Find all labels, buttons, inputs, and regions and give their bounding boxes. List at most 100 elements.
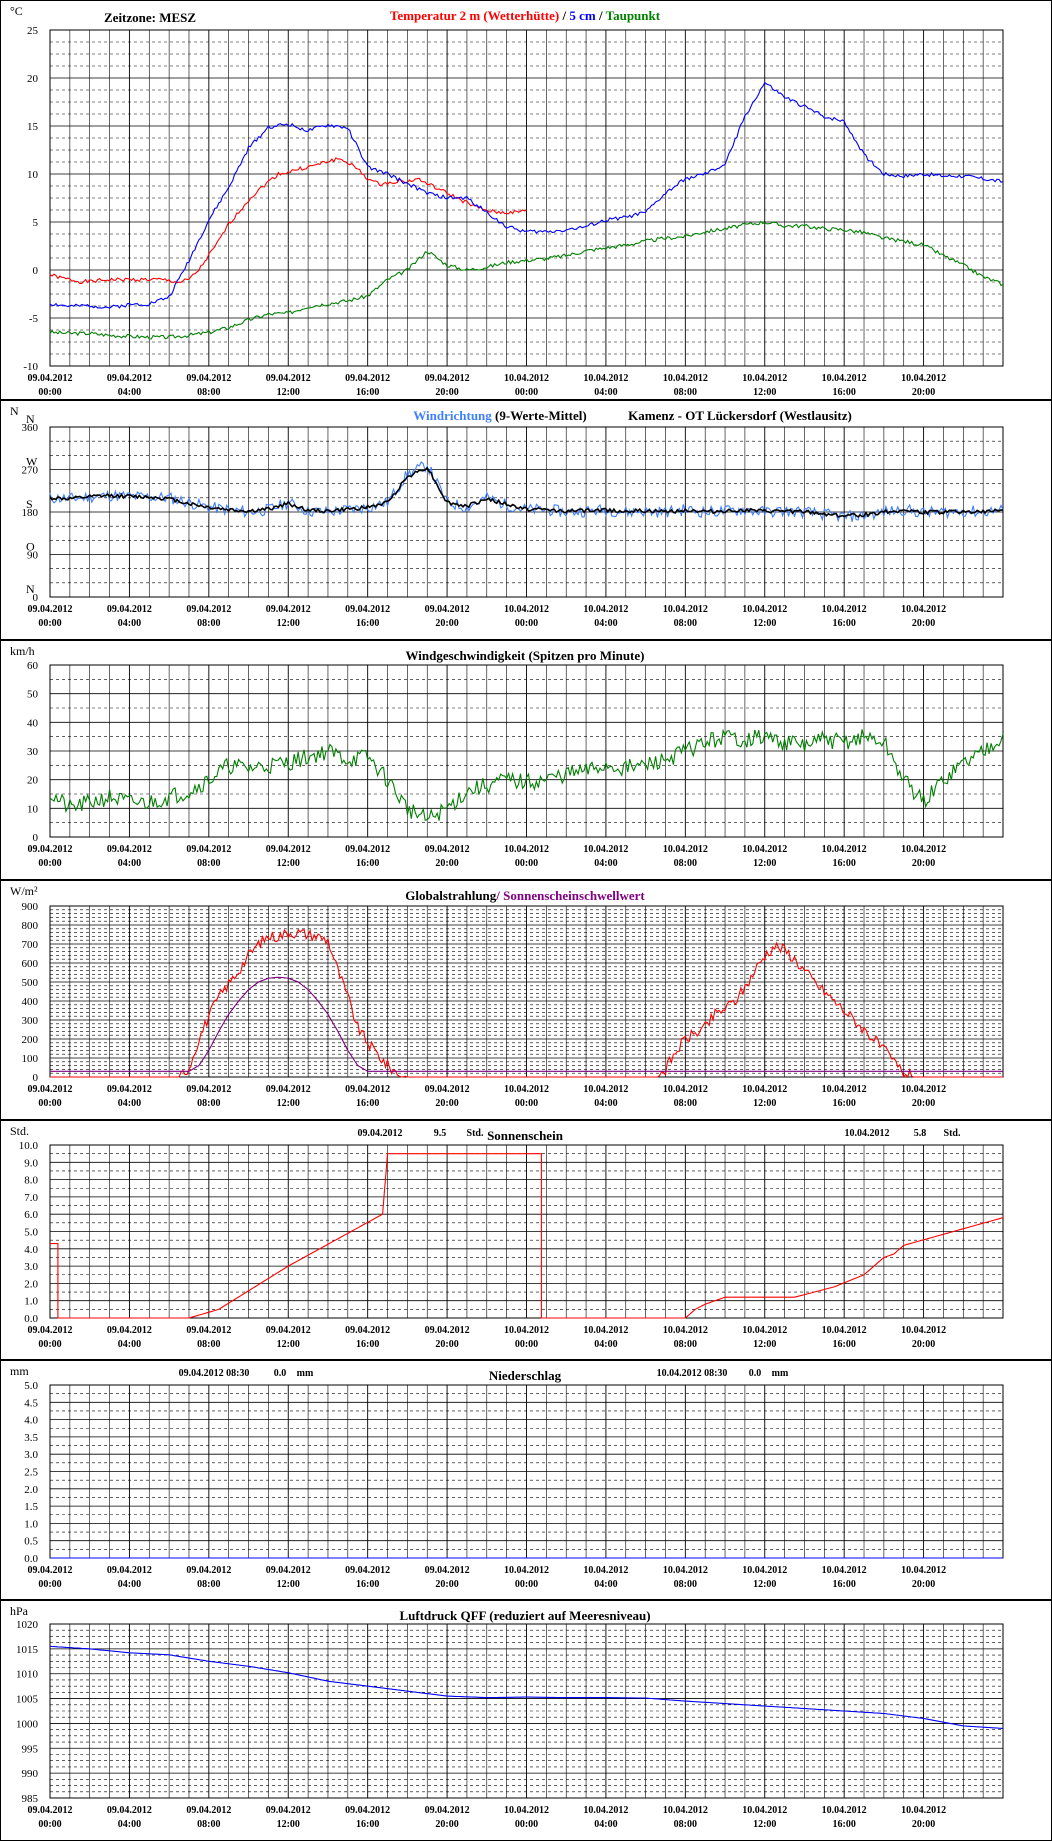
x-tick-time: 04:00 (594, 858, 617, 869)
x-tick-date: 10.04.2012 (901, 1325, 946, 1336)
panel-frame (0, 640, 1052, 880)
x-tick-time: 20:00 (435, 387, 458, 398)
y-tick-label: 0 (33, 265, 39, 277)
x-tick-time: 16:00 (356, 1098, 379, 1109)
y-tick-label: 20 (27, 775, 39, 787)
plot-frame (49, 1144, 1004, 1319)
x-tick-date: 10.04.2012 (822, 604, 867, 615)
x-tick-date: 10.04.2012 (742, 1325, 787, 1336)
day-summary-value: 0.0 (274, 1368, 287, 1379)
y-tick-label: 1010 (16, 1669, 39, 1681)
x-tick-date: 09.04.2012 (266, 1565, 311, 1576)
y-tick-label: 4.0 (24, 1415, 38, 1427)
x-tick-time: 00:00 (38, 1819, 61, 1830)
y-tick-label: 1005 (16, 1694, 39, 1706)
y-tick-label: 3.5 (24, 1432, 38, 1444)
x-tick-time: 00:00 (38, 858, 61, 869)
x-tick-time: 20:00 (435, 1098, 458, 1109)
y-tick-label: 4.0 (24, 1244, 38, 1256)
y-unit-label: mm (10, 1364, 29, 1378)
y-tick-label: 0.0 (24, 1553, 38, 1565)
series-line-2 (49, 466, 1004, 518)
x-tick-date: 10.04.2012 (822, 1565, 867, 1576)
x-tick-date: 09.04.2012 (186, 1565, 231, 1576)
y-unit-label: °C (10, 4, 23, 18)
x-tick-date: 09.04.2012 (425, 1325, 470, 1336)
x-tick-time: 16:00 (356, 1339, 379, 1350)
x-tick-time: 08:00 (197, 858, 220, 869)
chart-panel-5: 0.0 1.0 2.0 3.0 4.0 5.0 6.0 7.0 8.0 9.0 10.0 Std. 09… (0, 1120, 1052, 1360)
x-tick-date: 10.04.2012 (742, 1565, 787, 1576)
chart-title-part: 5 cm (569, 8, 596, 23)
x-tick-time: 00:00 (515, 1579, 538, 1590)
x-tick-time: 08:00 (197, 1098, 220, 1109)
day-summary-unit: Std. (944, 1128, 961, 1139)
y-tick-label: 20 (27, 73, 39, 85)
day-summary-value: 9.5 (434, 1128, 447, 1139)
x-tick-date: 10.04.2012 (901, 1565, 946, 1576)
x-tick-time: 08:00 (674, 618, 697, 629)
panel-frame (0, 400, 1052, 640)
chart-panel-1: -10 -5 0 5 10 15 20 25 °C Zeitzone: MESZ 09.04.201… (0, 0, 1052, 400)
x-tick-date: 09.04.2012 (345, 373, 390, 384)
x-tick-date: 09.04.2012 (425, 604, 470, 615)
x-tick-date: 09.04.2012 (107, 1084, 152, 1095)
x-tick-date: 10.04.2012 (822, 1325, 867, 1336)
chart-title: Niederschlag (489, 1368, 562, 1383)
x-tick-date: 09.04.2012 (266, 604, 311, 615)
x-tick-time: 12:00 (753, 858, 776, 869)
x-tick-date: 09.04.2012 (28, 1805, 73, 1816)
x-tick-time: 12:00 (277, 618, 300, 629)
x-tick-date: 09.04.2012 (107, 604, 152, 615)
direction-label: O (26, 540, 35, 554)
x-tick-time: 08:00 (674, 1579, 697, 1590)
chart-title: Sonnenschein (487, 1128, 564, 1143)
y-tick-label: 1.0 (24, 1518, 38, 1530)
y-unit-label: hPa (10, 1604, 29, 1618)
x-tick-time: 20:00 (435, 1579, 458, 1590)
x-tick-time: 04:00 (118, 1339, 141, 1350)
x-tick-date: 09.04.2012 (425, 1805, 470, 1816)
x-tick-time: 08:00 (674, 1819, 697, 1830)
x-tick-date: 09.04.2012 (28, 1084, 73, 1095)
x-tick-date: 10.04.2012 (822, 844, 867, 855)
x-tick-time: 00:00 (515, 858, 538, 869)
day-summary-value: 0.0 (749, 1368, 762, 1379)
x-tick-time: 04:00 (118, 1098, 141, 1109)
x-tick-time: 08:00 (674, 858, 697, 869)
x-tick-date: 10.04.2012 (504, 1084, 549, 1095)
x-tick-date: 10.04.2012 (901, 844, 946, 855)
y-tick-label: 360 (22, 422, 39, 434)
y-tick-label: 400 (22, 996, 39, 1008)
x-tick-time: 08:00 (197, 387, 220, 398)
x-tick-date: 09.04.2012 (425, 1084, 470, 1095)
direction-label: N (26, 582, 35, 596)
x-tick-date: 10.04.2012 (504, 373, 549, 384)
y-unit-label: km/h (10, 644, 35, 658)
x-tick-time: 20:00 (912, 618, 935, 629)
chart-title: Temperatur 2 m (Wetterhütte) / 5 cm / Ta… (390, 8, 661, 23)
series-line-1 (50, 928, 1003, 1079)
x-tick-date: 09.04.2012 (107, 373, 152, 384)
y-tick-label: 4.5 (24, 1397, 38, 1409)
x-tick-time: 04:00 (118, 1819, 141, 1830)
x-tick-date: 10.04.2012 (742, 844, 787, 855)
y-unit-label: W/m² (10, 884, 38, 898)
y-tick-label: 985 (22, 1793, 39, 1805)
chart-panel-4: 0 100 200 300 400 500 600 700 800 900 W/m² 09.04.20… (0, 880, 1052, 1120)
y-tick-label: 270 (22, 465, 39, 477)
x-tick-time: 04:00 (594, 1819, 617, 1830)
y-tick-label: 2.5 (24, 1467, 38, 1479)
x-tick-time: 16:00 (356, 618, 379, 629)
y-tick-label: 9.0 (24, 1157, 38, 1169)
x-tick-date: 10.04.2012 (742, 1084, 787, 1095)
series-line-2 (49, 81, 1004, 309)
plot-frame (49, 664, 1004, 838)
x-tick-time: 04:00 (118, 618, 141, 629)
x-tick-date: 09.04.2012 (266, 1805, 311, 1816)
x-tick-time: 16:00 (832, 1579, 855, 1590)
y-tick-label: 200 (22, 1034, 39, 1046)
y-tick-label: 30 (27, 746, 39, 758)
x-tick-date: 10.04.2012 (583, 373, 628, 384)
y-tick-label: 0 (33, 592, 39, 604)
